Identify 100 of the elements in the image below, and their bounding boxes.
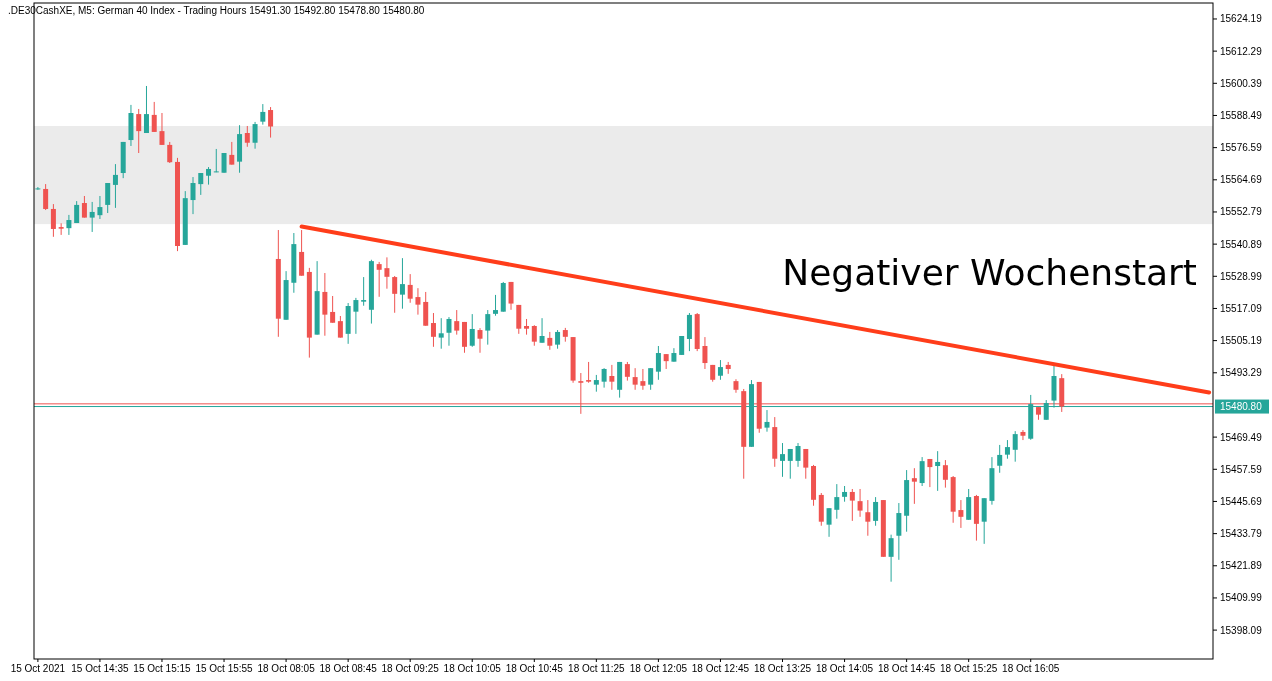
candlestick: [516, 304, 522, 335]
y-tick-label: 15445.69: [1220, 495, 1263, 507]
candlestick: [896, 502, 902, 561]
x-tick-label: 18 Oct 10:45: [505, 663, 564, 674]
candlestick: [834, 483, 840, 520]
x-tick-label: 18 Oct 10:05: [443, 663, 502, 674]
candlestick: [493, 294, 499, 317]
y-tick-label: 15398.09: [1220, 624, 1263, 636]
y-tick-label: 15552.79: [1220, 206, 1263, 218]
candlestick: [454, 309, 460, 336]
candlestick: [213, 148, 219, 173]
candlestick: [981, 497, 987, 545]
candlestick: [353, 297, 359, 335]
candlestick: [648, 367, 654, 391]
y-tick-label: 15421.89: [1220, 560, 1263, 572]
candlestick: [888, 534, 894, 583]
y-tick-label: 15588.49: [1220, 109, 1263, 121]
candlestick: [1020, 429, 1026, 441]
candlestick: [485, 309, 491, 346]
candlestick: [624, 361, 630, 382]
y-tick-label: 15564.69: [1220, 174, 1263, 186]
candlestick: [531, 324, 537, 347]
candlestick: [143, 85, 149, 134]
x-tick-label: 18 Oct 12:05: [629, 663, 688, 674]
candlestick: [337, 315, 343, 339]
candlestick: [927, 458, 933, 488]
chart-title: .DE30CashXE, M5: German 40 Index - Trading Hours 15491.30 15492.80 15478.80 15480.80: [8, 5, 425, 16]
candlestick: [167, 141, 173, 164]
candlestick: [423, 291, 429, 327]
candlestick: [438, 317, 444, 350]
candlestick: [717, 359, 723, 381]
annotation: Negativer Wochenstart: [782, 252, 1197, 293]
x-tick-label: 18 Oct 08:45: [319, 663, 378, 674]
x-tick-label: 15 Oct 15:55: [195, 663, 254, 674]
candlestick: [260, 103, 266, 126]
x-tick-label: 18 Oct 08:05: [257, 663, 316, 674]
candlestick: [935, 450, 941, 492]
candlestick: [399, 257, 405, 310]
x-tick-label: 18 Oct 15:25: [940, 663, 998, 674]
candlestick: [795, 442, 801, 468]
candlestick: [601, 367, 607, 389]
candlestick: [407, 273, 413, 304]
y-tick-label: 15493.29: [1220, 367, 1263, 379]
candlestick: [81, 195, 87, 219]
candlestick: [873, 496, 879, 527]
y-tick-label: 15505.19: [1220, 335, 1263, 347]
y-tick-label: 15612.29: [1220, 45, 1263, 57]
candlestick: [1012, 430, 1018, 463]
candlestick: [849, 488, 855, 522]
candlestick: [942, 459, 948, 489]
y-tick-label: 15517.09: [1220, 302, 1263, 314]
x-tick-label: 18 Oct 09:25: [381, 663, 440, 674]
candlestick: [764, 409, 770, 433]
candlestick: [787, 448, 793, 480]
y-tick-label: 15409.99: [1220, 592, 1263, 604]
candlestick: [35, 186, 41, 191]
candlestick: [446, 316, 452, 347]
candlestick: [376, 261, 382, 298]
candlestick: [392, 275, 398, 314]
y-tick-label: 15433.79: [1220, 528, 1263, 540]
candlestick: [679, 335, 685, 356]
candlestick: [555, 329, 561, 350]
candlestick: [229, 141, 235, 166]
candlestick: [655, 345, 661, 381]
candlestick: [997, 444, 1003, 474]
x-tick-label: 18 Oct 13:25: [753, 663, 812, 674]
candlestick: [1004, 439, 1010, 460]
candlestick: [322, 272, 328, 337]
candlestick: [221, 152, 227, 174]
x-tick-label: 18 Oct 12:45: [691, 663, 750, 674]
candlestick: [105, 182, 111, 214]
candlestick: [415, 287, 421, 316]
candlestick: [190, 176, 196, 215]
candlestick: [911, 467, 917, 505]
candlestick: [539, 317, 545, 344]
x-tick-label: 18 Oct 14:05: [815, 663, 874, 674]
candlestick: [469, 313, 475, 348]
candlestick: [609, 364, 615, 391]
y-tick-label: 15469.49: [1220, 431, 1263, 443]
y-tick-label: 15457.59: [1220, 463, 1263, 475]
candlestick: [857, 488, 863, 518]
x-tick-label: 15 Oct 15:15: [133, 663, 192, 674]
candlestick: [826, 507, 832, 538]
candlestick: [508, 281, 514, 311]
candlestick: [136, 108, 142, 154]
candlestick: [151, 101, 157, 133]
candlestick: [244, 125, 250, 148]
candlestick: [198, 172, 204, 196]
candlestick: [384, 256, 390, 290]
candlestick: [702, 336, 708, 370]
candlestick: [477, 327, 483, 354]
candlestick: [361, 276, 367, 307]
candlestick: [780, 442, 786, 478]
x-tick-label: 18 Oct 14:45: [877, 663, 936, 674]
y-tick-label: 15624.19: [1220, 13, 1263, 25]
candlestick: [803, 448, 809, 480]
candlestick: [89, 201, 95, 233]
candlestick: [252, 121, 258, 150]
x-tick-label: 15 Oct 2021: [10, 663, 66, 674]
y-tick-label: 15528.99: [1220, 270, 1263, 282]
